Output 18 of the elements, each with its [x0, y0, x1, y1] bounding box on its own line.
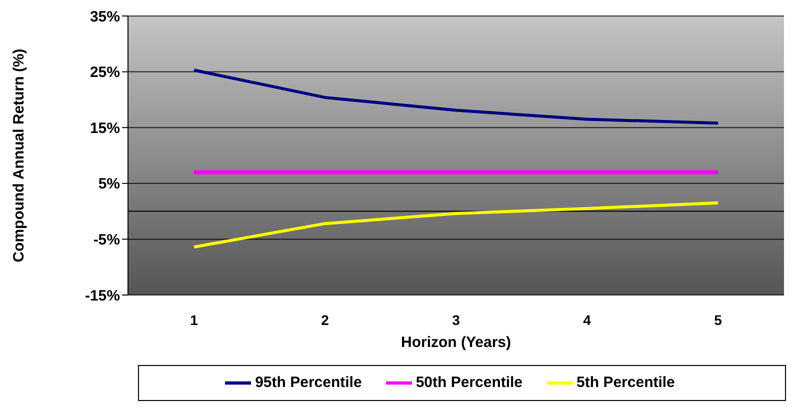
legend-label: 50th Percentile: [416, 374, 523, 392]
x-tick-label: 3: [452, 312, 460, 328]
line-series: [192, 68, 720, 125]
y-tick-label: -5%: [93, 232, 120, 249]
line-series: [192, 201, 720, 249]
x-tick-label: 5: [714, 312, 722, 328]
y-tick-label: 15%: [90, 120, 120, 137]
y-tick-label: 35%: [90, 8, 120, 26]
y-axis-title: Compound Annual Return (%): [10, 48, 28, 262]
legend-label: 5th Percentile: [576, 374, 675, 392]
y-tick-label: -15%: [84, 287, 120, 304]
x-tick-label: 4: [583, 312, 592, 328]
x-tick-label: 2: [321, 312, 330, 328]
y-tick-label: 5%: [98, 176, 120, 193]
y-tick-label: 25%: [90, 64, 120, 82]
legend-label: 95th Percentile: [255, 374, 362, 392]
x-axis-title: Horizon (Years): [400, 334, 512, 351]
x-tick-label: 1: [190, 312, 198, 328]
